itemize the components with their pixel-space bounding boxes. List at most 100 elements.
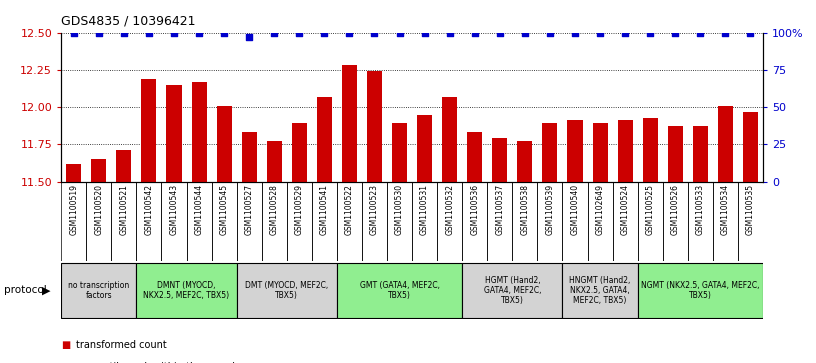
Text: HNGMT (Hand2,
NKX2.5, GATA4,
MEF2C, TBX5): HNGMT (Hand2, NKX2.5, GATA4, MEF2C, TBX5… (570, 276, 631, 305)
Bar (462, 262, 562, 318)
Bar (317, 97, 332, 182)
Text: NGMT (NKX2.5, GATA4, MEF2C,
TBX5): NGMT (NKX2.5, GATA4, MEF2C, TBX5) (641, 281, 760, 300)
Bar (362, 182, 387, 261)
Text: GSM1100534: GSM1100534 (721, 184, 730, 235)
Text: HGMT (Hand2,
GATA4, MEF2C,
TBX5): HGMT (Hand2, GATA4, MEF2C, TBX5) (484, 276, 541, 305)
Bar (412, 182, 437, 261)
Bar (663, 182, 688, 261)
Bar (262, 182, 286, 261)
Bar (543, 123, 557, 182)
Point (593, 30, 606, 36)
Bar (292, 123, 307, 182)
Text: GSM1100535: GSM1100535 (746, 184, 755, 235)
Bar (111, 182, 136, 261)
Point (518, 30, 531, 36)
Bar (192, 82, 206, 182)
Text: GSM1100542: GSM1100542 (144, 184, 153, 235)
Bar (242, 132, 257, 182)
Bar (286, 182, 312, 261)
Bar (637, 262, 763, 318)
Text: DMT (MYOCD, MEF2C,
TBX5): DMT (MYOCD, MEF2C, TBX5) (245, 281, 328, 300)
Bar (637, 182, 663, 261)
Bar (613, 182, 637, 261)
Bar (462, 182, 487, 261)
Bar (141, 79, 157, 182)
Point (317, 30, 331, 36)
Text: GSM1100520: GSM1100520 (95, 184, 104, 235)
Text: GDS4835 / 10396421: GDS4835 / 10396421 (61, 15, 196, 28)
Text: ■: ■ (61, 340, 70, 350)
Text: GSM1100544: GSM1100544 (194, 184, 203, 235)
Text: GSM1100538: GSM1100538 (521, 184, 530, 235)
Text: GSM1100539: GSM1100539 (545, 184, 554, 235)
Bar (337, 262, 462, 318)
Text: GSM1102649: GSM1102649 (596, 184, 605, 235)
Point (268, 30, 281, 36)
Bar (267, 141, 282, 182)
Bar (61, 182, 86, 261)
Bar (216, 106, 232, 182)
Point (368, 30, 381, 36)
Bar (538, 182, 562, 261)
Text: GSM1100530: GSM1100530 (395, 184, 404, 235)
Text: GSM1100521: GSM1100521 (119, 184, 128, 235)
Point (118, 30, 131, 36)
Point (418, 30, 431, 36)
Bar (211, 182, 237, 261)
Text: GSM1100536: GSM1100536 (470, 184, 479, 235)
Bar (187, 182, 211, 261)
Bar (562, 262, 637, 318)
Bar (718, 106, 733, 182)
Text: GSM1100527: GSM1100527 (245, 184, 254, 235)
Bar (312, 182, 337, 261)
Text: GSM1100540: GSM1100540 (570, 184, 579, 235)
Text: GSM1100532: GSM1100532 (446, 184, 455, 235)
Point (543, 30, 557, 36)
Bar (512, 182, 538, 261)
Bar (667, 126, 683, 182)
Bar (468, 132, 482, 182)
Point (92, 30, 105, 36)
Bar (492, 138, 508, 182)
Text: GSM1100529: GSM1100529 (295, 184, 304, 235)
Text: transformed count: transformed count (76, 340, 166, 350)
Bar (567, 121, 583, 182)
Point (393, 30, 406, 36)
Bar (117, 150, 131, 182)
Bar (337, 182, 362, 261)
Bar (693, 126, 707, 182)
Point (67, 30, 80, 36)
Bar (342, 65, 357, 182)
Bar (166, 85, 181, 182)
Text: GSM1100545: GSM1100545 (220, 184, 228, 235)
Text: GSM1100533: GSM1100533 (696, 184, 705, 235)
Bar (136, 182, 162, 261)
Text: GSM1100531: GSM1100531 (420, 184, 429, 235)
Point (619, 30, 632, 36)
Bar (136, 262, 237, 318)
Text: GSM1100541: GSM1100541 (320, 184, 329, 235)
Bar (688, 182, 713, 261)
Point (569, 30, 582, 36)
Bar (392, 123, 407, 182)
Point (343, 30, 356, 36)
Bar (517, 141, 532, 182)
Point (167, 30, 180, 36)
Bar (588, 182, 613, 261)
Bar (643, 118, 658, 182)
Point (719, 30, 732, 36)
Point (293, 30, 306, 36)
Text: ■: ■ (61, 362, 70, 363)
Point (242, 34, 255, 40)
Text: GSM1100525: GSM1100525 (645, 184, 654, 235)
Text: GSM1100528: GSM1100528 (270, 184, 279, 235)
Point (668, 30, 681, 36)
Bar (442, 97, 457, 182)
Bar (743, 111, 758, 182)
Text: GMT (GATA4, MEF2C,
TBX5): GMT (GATA4, MEF2C, TBX5) (360, 281, 440, 300)
Text: GSM1100543: GSM1100543 (170, 184, 179, 235)
Text: GSM1100523: GSM1100523 (370, 184, 379, 235)
Text: no transcription
factors: no transcription factors (69, 281, 130, 300)
Bar (367, 72, 382, 182)
Bar (61, 262, 136, 318)
